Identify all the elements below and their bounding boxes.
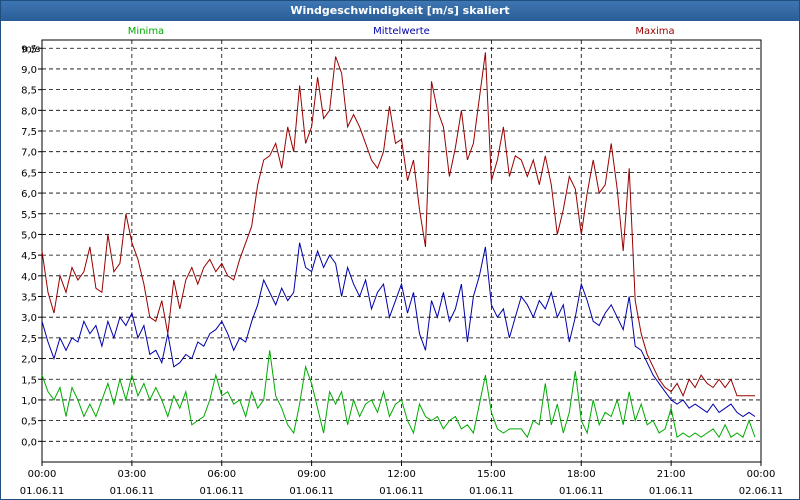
- y-tick-label: 7,5: [21, 127, 37, 138]
- x-tick-label-date: 01.06.11: [469, 486, 514, 497]
- y-axis-label: m/s: [22, 44, 40, 55]
- x-tick-label-time: 00:00: [28, 469, 57, 480]
- legend-entry-minima: Minima: [128, 26, 164, 37]
- x-tick-label-date: 01.06.11: [289, 486, 334, 497]
- x-tick-label-date: 01.06.11: [649, 486, 694, 497]
- legend-entry-mittelwerte: Mittelwerte: [373, 26, 430, 37]
- x-tick-label-time: 15:00: [477, 469, 506, 480]
- y-tick-label: 5,5: [21, 210, 37, 221]
- y-tick-label: 7,0: [21, 148, 37, 159]
- x-tick-label-time: 00:00: [747, 469, 776, 480]
- y-tick-label: 9,5: [21, 44, 37, 55]
- legend-entry-maxima: Maxima: [635, 26, 674, 37]
- y-tick-label: 3,5: [21, 293, 37, 304]
- y-tick-label: 8,0: [21, 106, 37, 117]
- y-tick-label: 0,0: [21, 437, 37, 448]
- x-tick-label-date: 01.06.11: [379, 486, 424, 497]
- y-tick-label: 4,0: [21, 272, 37, 283]
- y-tick-label: 2,5: [21, 334, 37, 345]
- x-tick-label-date: 01.06.11: [559, 486, 604, 497]
- y-tick-label: 8,5: [21, 86, 37, 97]
- y-tick-label: 1,0: [21, 396, 37, 407]
- series-line-maxima: [41, 52, 755, 398]
- x-tick-label-date: 01.06.11: [199, 486, 244, 497]
- chart-area: 0,0 0,5 1,0 1,5 2,0 2,5 3,0 3,5 4,0 4,5 5,0 5,5 6,0 6…: [20, 26, 784, 497]
- y-tick-label: 2,0: [21, 355, 37, 366]
- axes: 0,0 0,5 1,0 1,5 2,0 2,5 3,0 3,5 4,0 4,5 5,0 5,5 6,0 6…: [20, 44, 784, 497]
- x-tick-label-time: 03:00: [117, 469, 146, 480]
- x-tick-label-date: 01.06.11: [110, 486, 155, 497]
- y-tick-label: 6,0: [21, 189, 37, 200]
- y-tick-label: 6,5: [21, 168, 37, 179]
- y-tick-label: 0,5: [21, 417, 37, 428]
- series-line-minima: [41, 350, 756, 439]
- x-tick-label-time: 06:00: [207, 469, 236, 480]
- grid: [41, 39, 762, 463]
- x-tick-label-time: 09:00: [297, 469, 326, 480]
- y-tick-label: 5,0: [21, 230, 37, 241]
- series-line-mittelwerte: [41, 242, 756, 418]
- y-tick-label: 1,5: [21, 375, 37, 386]
- x-tick-label-time: 12:00: [387, 469, 416, 480]
- y-tick-label: 9,0: [21, 65, 37, 76]
- legend: Minima Mittelwerte Maxima: [128, 26, 675, 37]
- y-tick-label: 3,0: [21, 313, 37, 324]
- x-tick-label-time: 18:00: [567, 469, 596, 480]
- y-tick-label: 4,5: [21, 251, 37, 262]
- x-tick-label-date: 01.06.11: [20, 486, 65, 497]
- x-tick-label-time: 21:00: [657, 469, 686, 480]
- series-lines: [41, 52, 756, 439]
- x-tick-label-date: 02.06.11: [739, 486, 784, 497]
- window-title: Windgeschwindigkeit [m/s] skaliert: [1, 1, 799, 21]
